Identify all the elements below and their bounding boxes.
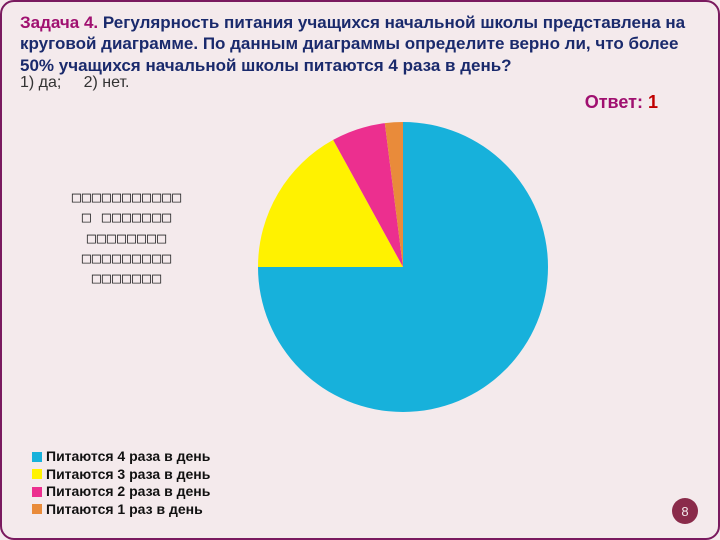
legend-item: Питаются 1 раз в день (32, 501, 210, 519)
legend-item: Питаются 2 раза в день (32, 483, 210, 501)
legend-swatch (32, 487, 42, 497)
sidebox-line: □ □□□□□□□ (42, 207, 212, 227)
option-1: 1) да; (20, 74, 61, 91)
sidebox-line: □□□□□□□□□ (42, 248, 212, 268)
answer-label: Ответ: (585, 92, 643, 112)
answer-block: Ответ: 1 (585, 92, 658, 113)
legend-swatch (32, 469, 42, 479)
task-text: Задача 4. Регулярность питания учащихся … (20, 12, 700, 76)
legend-label: Питаются 2 раза в день (46, 483, 210, 501)
legend-swatch (32, 504, 42, 514)
page-number: 8 (681, 504, 688, 519)
legend-label: Питаются 4 раза в день (46, 448, 210, 466)
sidebox-line: □□□□□□□□□□□ (42, 187, 212, 207)
legend-swatch (32, 452, 42, 462)
legend: Питаются 4 раза в день Питаются 3 раза в… (32, 448, 210, 518)
legend-label: Питаются 1 раз в день (46, 501, 203, 519)
pie-svg (258, 122, 548, 412)
option-2: 2) нет. (84, 74, 130, 91)
sidebox-line: □□□□□□□□ (42, 228, 212, 248)
pie-chart (258, 122, 548, 417)
answer-value: 1 (648, 92, 658, 112)
task-body: Регулярность питания учащихся начальной … (20, 13, 685, 75)
side-placeholder-text: □□□□□□□□□□□ □ □□□□□□□ □□□□□□□□ □□□□□□□□□… (42, 187, 212, 288)
legend-item: Питаются 4 раза в день (32, 448, 210, 466)
slide-frame: Задача 4. Регулярность питания учащихся … (0, 0, 720, 540)
answer-options: 1) да; 2) нет. (20, 74, 700, 92)
sidebox-line: □□□□□□□ (42, 268, 212, 288)
legend-item: Питаются 3 раза в день (32, 466, 210, 484)
page-number-badge: 8 (672, 498, 698, 524)
legend-label: Питаются 3 раза в день (46, 466, 210, 484)
task-label: Задача 4. (20, 13, 98, 32)
